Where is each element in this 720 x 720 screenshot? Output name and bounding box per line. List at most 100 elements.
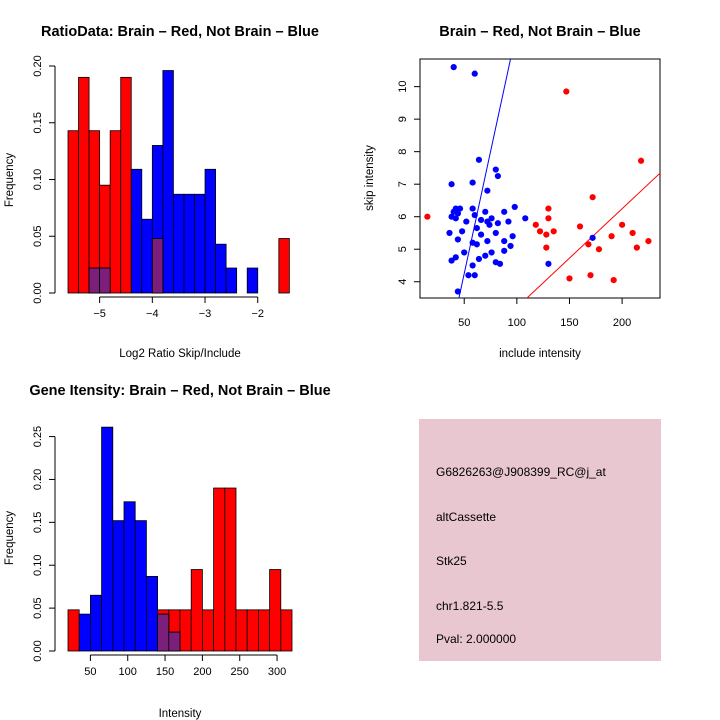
scatter-point-not-brain	[471, 211, 478, 219]
ratio-histogram-axes: −5 −4 −3 −2 0.00 0.05 0.10 0.15 0.20	[32, 55, 264, 320]
histogram-bar-not-brain	[112, 520, 125, 652]
scatter-point-not-brain	[482, 208, 489, 215]
scatter-point-brain	[619, 221, 626, 228]
x-tick-label: 250	[231, 666, 249, 678]
x-tick-label: 100	[508, 317, 526, 329]
y-tick-label: 5	[397, 246, 409, 252]
scatter-point-not-brain	[484, 187, 491, 194]
scatter-clip-group	[424, 59, 660, 298]
histogram-bar-not-brain	[78, 613, 91, 652]
histogram-bar-not-brain	[246, 267, 259, 294]
y-tick-label: 0.25	[32, 426, 44, 447]
info-location: chr1.821-5.5	[436, 599, 504, 613]
x-tick-label: 200	[193, 666, 211, 678]
histogram-bar-brain	[179, 609, 192, 652]
scatter-point-not-brain	[454, 210, 461, 217]
histogram-bar-not-brain	[215, 243, 227, 294]
scatter-point-not-brain	[496, 260, 504, 267]
scatter-point-brain	[645, 237, 652, 245]
scatter-point-brain	[587, 272, 594, 279]
info-panel-background	[419, 419, 661, 661]
histogram-bar-brain	[67, 609, 80, 652]
x-tick-label: 200	[613, 317, 631, 329]
y-tick-label: 0.05	[32, 226, 44, 247]
histogram-bar-brain	[224, 487, 237, 652]
y-tick-label: 0.15	[32, 112, 44, 133]
scatter-point-not-brain	[505, 218, 512, 225]
scatter-point-not-brain	[448, 257, 455, 264]
intensity-histogram-panel: Gene Itensity: Brain – Red, Not Brain – …	[4, 383, 331, 720]
scatter-point-brain	[566, 275, 573, 282]
info-probe-id: G6826263@J908399_RC@j_at	[436, 465, 606, 479]
histogram-bar-overlap	[99, 267, 111, 294]
scatter-point-brain	[424, 213, 431, 220]
scatter-point-brain	[536, 228, 544, 235]
histogram-bar-not-brain	[90, 594, 103, 652]
scatter-point-not-brain	[454, 288, 461, 295]
scatter-point-not-brain	[488, 249, 495, 256]
x-tick-label: 300	[268, 666, 286, 678]
histogram-bar-not-brain	[183, 193, 195, 294]
x-tick-label: 50	[458, 317, 470, 329]
histogram-bar-brain	[67, 130, 79, 294]
scatter-point-brain	[589, 194, 596, 201]
scatter-point-not-brain	[448, 181, 455, 188]
scatter-point-brain	[550, 228, 557, 235]
scatter-point-not-brain	[446, 229, 453, 237]
scatter-point-not-brain	[469, 179, 476, 186]
histogram-bar-not-brain	[141, 218, 153, 294]
x-tick-label: −2	[251, 308, 264, 320]
scatter-point-brain	[545, 215, 552, 222]
scatter-point-not-brain	[482, 252, 489, 259]
scatter-point-not-brain	[501, 237, 508, 245]
x-tick-label: 100	[119, 666, 137, 678]
histogram-bar-brain	[201, 609, 214, 652]
ratio-histogram-ylabel: Frequency	[4, 153, 16, 208]
info-gene: Stk25	[436, 554, 467, 568]
scatter-point-not-brain	[465, 272, 472, 279]
histogram-bar-not-brain	[173, 193, 185, 294]
histogram-bar-brain	[257, 609, 270, 652]
histogram-bar-not-brain	[134, 520, 147, 652]
histogram-bar-brain	[280, 609, 293, 652]
scatter-point-not-brain	[452, 215, 459, 222]
ratio-histogram-bars	[67, 70, 290, 294]
y-tick-label: 0.05	[32, 597, 44, 618]
y-tick-label: 4	[397, 279, 409, 285]
scatter-point-not-brain	[471, 70, 478, 77]
scatter-point-not-brain	[511, 203, 518, 211]
scatter-point-brain	[543, 231, 550, 238]
histogram-bar-brain	[78, 76, 90, 294]
scatter-point-not-brain	[463, 218, 470, 225]
scatter-point-not-brain	[473, 241, 480, 248]
scatter-point-not-brain	[459, 228, 466, 235]
x-tick-label: −5	[93, 308, 106, 320]
scatter-point-brain	[576, 223, 584, 230]
histogram-bar-brain	[120, 76, 132, 294]
y-tick-label: 0.00	[32, 640, 44, 661]
scatter-point-not-brain	[494, 220, 501, 227]
scatter-point-not-brain	[477, 216, 485, 224]
scatter-point-not-brain	[469, 205, 476, 212]
scatter-point-brain	[545, 205, 552, 212]
info-panel: G6826263@J908399_RC@j_at altCassette Stk…	[419, 419, 661, 661]
x-tick-label: 150	[560, 317, 578, 329]
scatter-ylabel: skip intensity	[364, 145, 376, 211]
histogram-bar-overlap	[157, 613, 170, 652]
scatter-axes: 50 100 150 200 4 5 6 7 8 9 10	[397, 81, 631, 329]
y-tick-label: 0.15	[32, 512, 44, 533]
scatter-point-not-brain	[484, 237, 491, 245]
scatter-point-brain	[608, 233, 615, 240]
histogram-bar-not-brain	[145, 575, 158, 652]
scatter-point-not-brain	[501, 208, 508, 215]
scatter-point-not-brain	[477, 231, 485, 238]
scatter-point-brain	[633, 244, 640, 251]
scatter-point-not-brain	[454, 236, 461, 243]
intensity-histogram-bars	[67, 426, 293, 652]
histogram-bar-brain	[235, 609, 248, 652]
histogram-bar-not-brain	[162, 70, 174, 294]
y-tick-label: 0.20	[32, 469, 44, 490]
scatter-point-brain	[543, 244, 550, 251]
scatter-point-not-brain	[507, 242, 514, 250]
y-tick-label: 9	[397, 116, 409, 122]
